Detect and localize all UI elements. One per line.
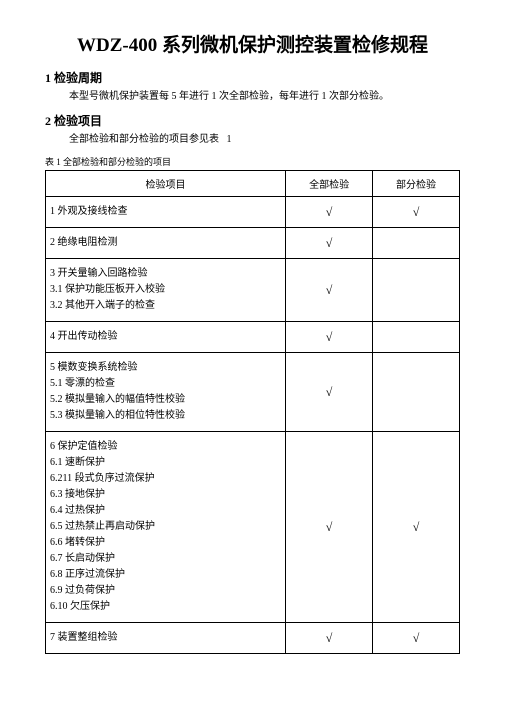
item-cell: 2 绝缘电阻检测 bbox=[46, 228, 286, 259]
header-part: 部分检验 bbox=[373, 171, 460, 197]
header-full: 全部检验 bbox=[286, 171, 373, 197]
item-line: 2 绝缘电阻检测 bbox=[50, 235, 281, 251]
item-cell: 7 装置整组检验 bbox=[46, 623, 286, 654]
table-row: 5 模数变换系统检验5.1 零漂的检查5.2 模拟量输入的幅值特性校验5.3 模… bbox=[46, 353, 460, 432]
item-line: 6.8 正序过流保护 bbox=[50, 567, 281, 583]
item-line: 6.9 过负荷保护 bbox=[50, 583, 281, 599]
part-check-cell bbox=[373, 353, 460, 432]
section-2-body: 全部检验和部分检验的项目参见表 1 bbox=[69, 133, 460, 147]
part-check-cell bbox=[373, 322, 460, 353]
part-check-cell bbox=[373, 259, 460, 322]
item-line: 5.3 模拟量输入的相位特性校验 bbox=[50, 408, 281, 424]
item-cell: 1 外观及接线检查 bbox=[46, 197, 286, 228]
full-check-cell: √ bbox=[286, 623, 373, 654]
part-check-cell: √ bbox=[373, 623, 460, 654]
item-line: 6.211 段式负序过流保护 bbox=[50, 471, 281, 487]
item-line: 6.3 接地保护 bbox=[50, 487, 281, 503]
item-cell: 6 保护定值检验6.1 速断保护6.211 段式负序过流保护6.3 接地保护6.… bbox=[46, 432, 286, 623]
item-line: 4 开出传动检验 bbox=[50, 329, 281, 345]
part-check-cell bbox=[373, 228, 460, 259]
item-line: 6.7 长启动保护 bbox=[50, 551, 281, 567]
item-cell: 5 模数变换系统检验5.1 零漂的检查5.2 模拟量输入的幅值特性校验5.3 模… bbox=[46, 353, 286, 432]
page-title: WDZ-400 系列微机保护测控装置检修规程 bbox=[45, 30, 460, 57]
item-cell: 4 开出传动检验 bbox=[46, 322, 286, 353]
item-line: 6.4 过热保护 bbox=[50, 503, 281, 519]
item-line: 3 开关量输入回路检验 bbox=[50, 266, 281, 282]
section-1-body: 本型号微机保护装置每 5 年进行 1 次全部检验，每年进行 1 次部分检验。 bbox=[69, 90, 460, 104]
full-check-cell: √ bbox=[286, 197, 373, 228]
full-check-cell: √ bbox=[286, 259, 373, 322]
item-line: 5.2 模拟量输入的幅值特性校验 bbox=[50, 392, 281, 408]
item-line: 7 装置整组检验 bbox=[50, 630, 281, 646]
full-check-cell: √ bbox=[286, 353, 373, 432]
item-cell: 3 开关量输入回路检验3.1 保护功能压板开入校验3.2 其他开入端子的检查 bbox=[46, 259, 286, 322]
section-2-heading: 2 检验项目 bbox=[45, 112, 460, 129]
part-check-cell: √ bbox=[373, 197, 460, 228]
inspection-table: 检验项目 全部检验 部分检验 1 外观及接线检查√√2 绝缘电阻检测√3 开关量… bbox=[45, 170, 460, 654]
full-check-cell: √ bbox=[286, 228, 373, 259]
item-line: 6.6 堵转保护 bbox=[50, 535, 281, 551]
part-check-cell: √ bbox=[373, 432, 460, 623]
item-line: 5.1 零漂的检查 bbox=[50, 376, 281, 392]
section-1-heading: 1 检验周期 bbox=[45, 69, 460, 86]
table-row: 3 开关量输入回路检验3.1 保护功能压板开入校验3.2 其他开入端子的检查√ bbox=[46, 259, 460, 322]
item-line: 6.1 速断保护 bbox=[50, 455, 281, 471]
item-line: 3.1 保护功能压板开入校验 bbox=[50, 282, 281, 298]
full-check-cell: √ bbox=[286, 432, 373, 623]
table-row: 2 绝缘电阻检测 √ bbox=[46, 228, 460, 259]
table-row: 1 外观及接线检查 √√ bbox=[46, 197, 460, 228]
table-row: 6 保护定值检验6.1 速断保护6.211 段式负序过流保护6.3 接地保护6.… bbox=[46, 432, 460, 623]
item-line: 6.5 过热禁止再启动保护 bbox=[50, 519, 281, 535]
table-row: 4 开出传动检验 √ bbox=[46, 322, 460, 353]
table-caption: 表 1 全部检验和部分检验的项目 bbox=[45, 155, 460, 168]
item-line: 5 模数变换系统检验 bbox=[50, 360, 281, 376]
item-line: 3.2 其他开入端子的检查 bbox=[50, 298, 281, 314]
header-item: 检验项目 bbox=[46, 171, 286, 197]
full-check-cell: √ bbox=[286, 322, 373, 353]
item-line: 6 保护定值检验 bbox=[50, 439, 281, 455]
item-line: 1 外观及接线检查 bbox=[50, 204, 281, 220]
table-row: 7 装置整组检验 √√ bbox=[46, 623, 460, 654]
item-line: 6.10 欠压保护 bbox=[50, 599, 281, 615]
